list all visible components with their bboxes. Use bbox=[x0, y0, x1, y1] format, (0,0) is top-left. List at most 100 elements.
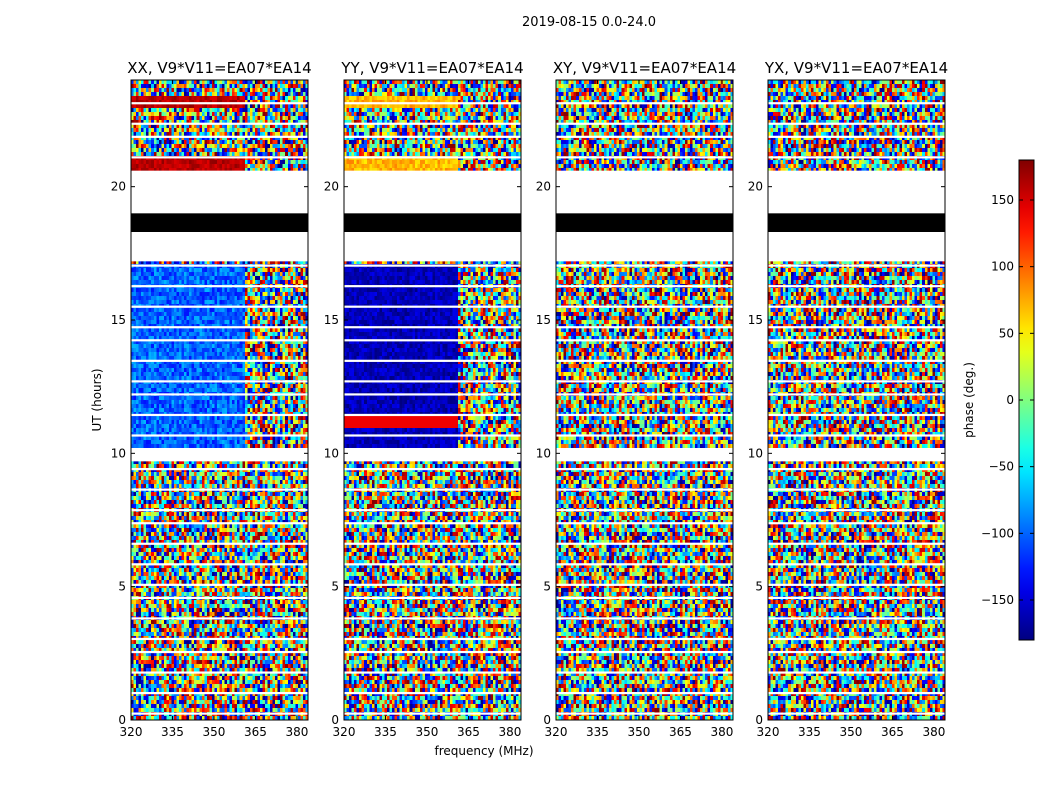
flag-line bbox=[556, 135, 733, 138]
panel-frame bbox=[130, 79, 309, 721]
flag-line bbox=[768, 583, 945, 586]
panel-title: YY, V9*V11=EA07*EA14 bbox=[340, 59, 523, 77]
colorbar-label: phase (deg.) bbox=[962, 362, 976, 438]
colorbar: 150 100 50 0 −50 −100 −150 bbox=[981, 159, 1035, 641]
x-tick-label: 350 bbox=[628, 725, 651, 739]
flag-line bbox=[768, 156, 945, 159]
x-tick-label: 320 bbox=[757, 725, 780, 739]
flag-line bbox=[768, 692, 945, 695]
flag-line bbox=[131, 542, 308, 545]
x-tick-label: 350 bbox=[840, 725, 863, 739]
y-tick-label: 5 bbox=[543, 580, 551, 594]
flag-line bbox=[131, 122, 308, 125]
flag-line bbox=[556, 596, 733, 599]
flagged-region bbox=[556, 448, 733, 462]
flag-line bbox=[131, 596, 308, 599]
flag-line bbox=[344, 583, 521, 586]
flag-line bbox=[344, 468, 521, 471]
flag-line bbox=[556, 542, 733, 545]
flag-line bbox=[344, 326, 521, 329]
blackout-band bbox=[556, 213, 733, 232]
x-tick-label: 335 bbox=[374, 725, 397, 739]
x-tick-label: 365 bbox=[669, 725, 692, 739]
flag-line bbox=[131, 563, 308, 566]
flag-line bbox=[131, 264, 308, 267]
flag-line bbox=[344, 434, 521, 437]
flag-line bbox=[556, 583, 733, 586]
panel-frame bbox=[767, 79, 946, 721]
flag-line bbox=[556, 156, 733, 159]
y-tick-label: 15 bbox=[748, 313, 763, 327]
panels-group: XX, V9*V11=EA07*EA14 320 335 350 365 380 0 5 10 1… bbox=[111, 59, 948, 739]
flagged-region bbox=[768, 448, 945, 462]
flag-line bbox=[556, 434, 733, 437]
flag-line bbox=[768, 434, 945, 437]
flag-line bbox=[556, 650, 733, 654]
x-tick-label: 320 bbox=[333, 725, 356, 739]
flag-line bbox=[556, 617, 733, 620]
flag-line bbox=[131, 637, 308, 641]
flag-line bbox=[131, 156, 308, 159]
y-tick-label: 10 bbox=[111, 446, 126, 460]
flag-line bbox=[344, 156, 521, 159]
flag-line bbox=[131, 285, 308, 288]
flag-line bbox=[556, 413, 733, 417]
flagged-region bbox=[131, 448, 308, 462]
colorbar-tick-label: −50 bbox=[989, 460, 1014, 474]
flag-line bbox=[131, 393, 308, 396]
y-axis-label: UT (hours) bbox=[90, 368, 104, 431]
flag-line bbox=[556, 468, 733, 471]
flag-line bbox=[556, 285, 733, 288]
x-tick-label: 365 bbox=[457, 725, 480, 739]
flag-line bbox=[344, 359, 521, 362]
flag-line bbox=[344, 305, 521, 308]
flag-line bbox=[131, 468, 308, 471]
colorbar-tick-label: −150 bbox=[981, 593, 1014, 607]
x-tick-label: 380 bbox=[922, 725, 945, 739]
y-tick-label: 0 bbox=[543, 713, 551, 727]
flag-line bbox=[556, 122, 733, 125]
flag-line bbox=[556, 102, 733, 105]
panel-xy: XY, V9*V11=EA07*EA14 320 335 350 365 380 0 5 10 1… bbox=[536, 59, 736, 739]
flag-line bbox=[344, 596, 521, 599]
y-tick-label: 0 bbox=[331, 713, 339, 727]
y-tick-label: 10 bbox=[324, 446, 339, 460]
colorbar-tick-label: 0 bbox=[1006, 393, 1014, 407]
blackout-band bbox=[344, 213, 521, 232]
flag-line bbox=[131, 671, 308, 674]
panel-title: YX, V9*V11=EA07*EA14 bbox=[764, 59, 948, 77]
x-tick-label: 335 bbox=[161, 725, 184, 739]
x-tick-label: 335 bbox=[798, 725, 821, 739]
y-tick-label: 15 bbox=[536, 313, 551, 327]
flag-line bbox=[131, 617, 308, 620]
flag-line bbox=[131, 509, 308, 512]
colorbar-tick-label: 100 bbox=[991, 260, 1014, 274]
x-tick-label: 380 bbox=[285, 725, 308, 739]
flag-line bbox=[556, 712, 733, 715]
flag-line bbox=[768, 264, 945, 267]
flag-line bbox=[344, 563, 521, 566]
flag-line bbox=[768, 102, 945, 105]
x-tick-label: 365 bbox=[881, 725, 904, 739]
y-tick-label: 5 bbox=[755, 580, 763, 594]
y-tick-label: 10 bbox=[748, 446, 763, 460]
y-tick-label: 20 bbox=[536, 180, 551, 194]
x-tick-label: 335 bbox=[586, 725, 609, 739]
y-tick-label: 15 bbox=[324, 313, 339, 327]
flag-line bbox=[768, 596, 945, 599]
y-tick-label: 5 bbox=[118, 580, 126, 594]
x-tick-label: 365 bbox=[244, 725, 267, 739]
flag-line bbox=[131, 135, 308, 138]
flag-line bbox=[768, 671, 945, 674]
x-tick-label: 380 bbox=[710, 725, 733, 739]
y-tick-label: 15 bbox=[111, 313, 126, 327]
flag-line bbox=[768, 712, 945, 715]
y-tick-label: 10 bbox=[536, 446, 551, 460]
panel-title: XY, V9*V11=EA07*EA14 bbox=[553, 59, 736, 77]
flag-line bbox=[344, 650, 521, 654]
x-tick-label: 350 bbox=[416, 725, 439, 739]
flag-line bbox=[131, 380, 308, 383]
x-tick-label: 320 bbox=[545, 725, 568, 739]
flag-line bbox=[768, 522, 945, 525]
flag-line bbox=[556, 305, 733, 308]
